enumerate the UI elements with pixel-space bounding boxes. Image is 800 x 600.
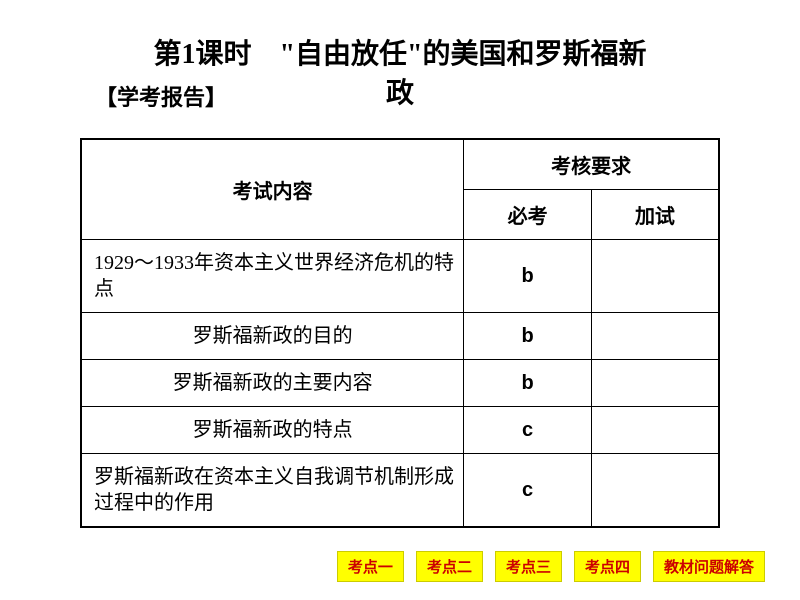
table-row: 1929～1933年资本主义世界经济危机的特点 b — [81, 240, 719, 313]
row-mandatory: b — [464, 240, 592, 313]
row-additional — [591, 313, 719, 360]
row-additional — [591, 360, 719, 407]
row-additional — [591, 407, 719, 454]
row-content: 罗斯福新政的主要内容 — [81, 360, 464, 407]
row-content: 罗斯福新政的特点 — [81, 407, 464, 454]
nav-point-2-button[interactable]: 考点二 — [416, 551, 483, 582]
table-header-row-1: 考试内容 考核要求 — [81, 139, 719, 190]
header-content: 考试内容 — [81, 139, 464, 240]
row-mandatory: c — [464, 407, 592, 454]
row-additional — [591, 240, 719, 313]
table-row: 罗斯福新政的特点 c — [81, 407, 719, 454]
table-row: 罗斯福新政在资本主义自我调节机制形成过程中的作用 c — [81, 454, 719, 528]
row-additional — [591, 454, 719, 528]
row-mandatory: b — [464, 313, 592, 360]
exam-table-container: 考试内容 考核要求 必考 加试 1929～1933年资本主义世界经济危机的特点 … — [80, 138, 720, 528]
header-additional: 加试 — [591, 190, 719, 240]
nav-textbook-answers-button[interactable]: 教材问题解答 — [653, 551, 765, 582]
title-line-1: 第1课时 "自由放任"的美国和罗斯福新 — [0, 35, 800, 74]
nav-point-4-button[interactable]: 考点四 — [574, 551, 641, 582]
subtitle-report: 【学考报告】 — [95, 80, 227, 112]
header-requirements: 考核要求 — [464, 139, 719, 190]
table-row: 罗斯福新政的目的 b — [81, 313, 719, 360]
row-content: 罗斯福新政的目的 — [81, 313, 464, 360]
row-content: 1929～1933年资本主义世界经济危机的特点 — [81, 240, 464, 313]
table-row: 罗斯福新政的主要内容 b — [81, 360, 719, 407]
nav-button-bar: 考点一 考点二 考点三 考点四 教材问题解答 — [337, 551, 765, 582]
row-mandatory: c — [464, 454, 592, 528]
exam-table: 考试内容 考核要求 必考 加试 1929～1933年资本主义世界经济危机的特点 … — [80, 138, 720, 528]
header-mandatory: 必考 — [464, 190, 592, 240]
nav-point-3-button[interactable]: 考点三 — [495, 551, 562, 582]
row-content: 罗斯福新政在资本主义自我调节机制形成过程中的作用 — [81, 454, 464, 528]
nav-point-1-button[interactable]: 考点一 — [337, 551, 404, 582]
row-mandatory: b — [464, 360, 592, 407]
